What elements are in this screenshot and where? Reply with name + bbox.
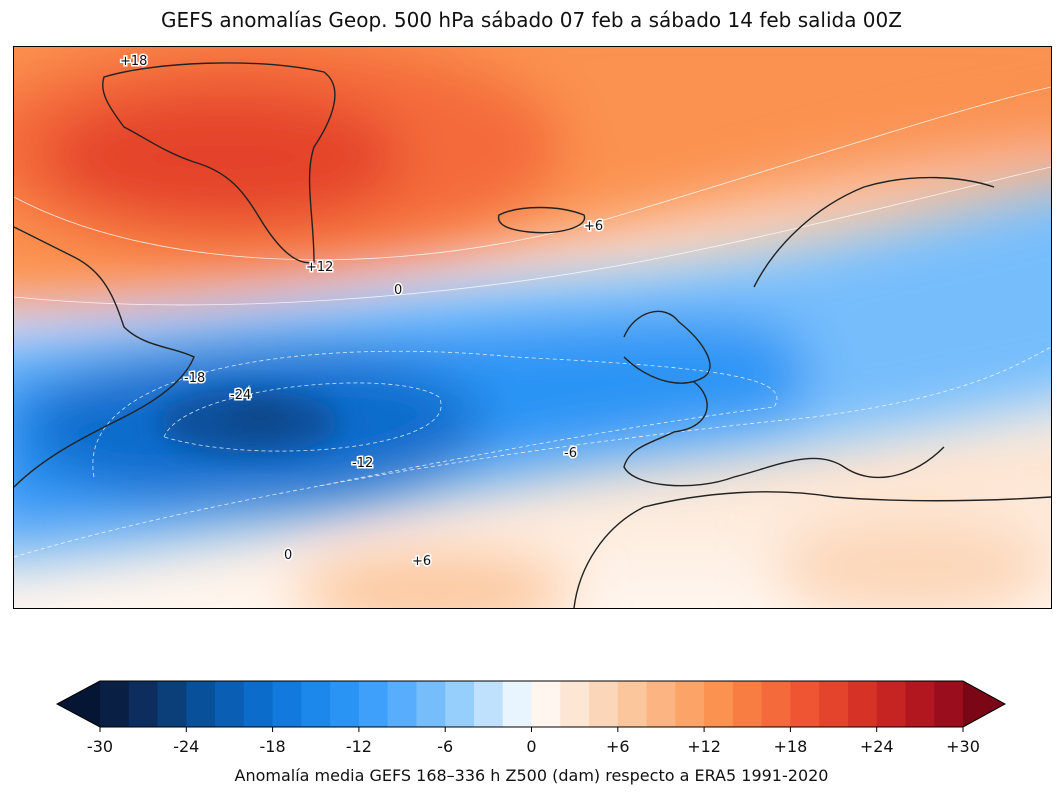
colorbar-bin: [445, 681, 475, 727]
colorbar-over-arrow: [963, 681, 1005, 727]
positive-anomaly-south: [294, 552, 574, 608]
colorbar-bin: [704, 681, 734, 727]
colorbar-bin: [732, 681, 763, 727]
colorbar-bin: [358, 681, 389, 727]
contour-label: -12: [352, 456, 373, 471]
colorbar: -30 -24 -18 -12 -6 0 +6 +12 +18 +24 +30: [55, 680, 1007, 756]
colorbar-bin: [473, 681, 504, 727]
colorbar-bin: [100, 681, 130, 727]
contour-label: -24: [230, 388, 251, 403]
colorbar-bin: [905, 681, 935, 727]
colorbar-bin: [589, 681, 619, 727]
coastlines: [14, 62, 1051, 608]
colorbar-bin: [301, 681, 331, 727]
colorbar-bin: [243, 681, 274, 727]
contour-label: +18: [120, 54, 147, 69]
colorbar-tick-label: -6: [437, 737, 453, 756]
colorbar-bin: [330, 681, 360, 727]
colorbar-bin: [675, 681, 705, 727]
negative-anomaly-center: [229, 407, 289, 427]
colorbar-bin: [416, 681, 446, 727]
colorbar-tick-label: -18: [260, 737, 286, 756]
contour-label: -18: [184, 371, 205, 386]
anomaly-map: +18 +12 +6 0 -18 -24 -12 -6 0 +6: [13, 46, 1052, 609]
greenland-coast: [102, 62, 336, 264]
colorbar-bin: [215, 681, 245, 727]
positive-anomaly-africa: [774, 517, 1051, 608]
chart-title: GEFS anomalías Geop. 500 hPa sábado 07 f…: [161, 8, 902, 32]
colorbar-bin: [157, 681, 187, 727]
colorbar-tick-label: +30: [946, 737, 980, 756]
contour-label: -6: [564, 446, 577, 461]
colorbar-label: Anomalía media GEFS 168–336 h Z500 (dam)…: [234, 766, 829, 785]
colorbar-bin: [186, 681, 216, 727]
colorbar-bin: [847, 681, 878, 727]
colorbar-bin: [272, 681, 302, 727]
colorbar-tick-label: -30: [87, 737, 113, 756]
contour-label: 0: [394, 283, 402, 298]
positive-anomaly-core: [44, 92, 404, 222]
north-america-coast: [14, 226, 195, 488]
iceland-coast: [497, 206, 586, 234]
colorbar-tick-label: +12: [687, 737, 721, 756]
contour-label: 0: [284, 548, 292, 563]
colorbar-under-arrow: [57, 681, 100, 727]
colorbar-bin: [761, 681, 791, 727]
colorbar-bin: [790, 681, 820, 727]
europe-coast: [623, 176, 995, 487]
colorbar-bin: [876, 681, 906, 727]
colorbar-bin: [934, 681, 964, 727]
colorbar-bin: [560, 681, 590, 727]
contour-label: +6: [412, 554, 431, 569]
colorbar-tick-label: +24: [860, 737, 894, 756]
contour-label: +6: [584, 219, 603, 234]
contour-label: +12: [306, 260, 333, 275]
colorbar-tick-label: -12: [346, 737, 372, 756]
colorbar-bin: [531, 681, 561, 727]
colorbar-tick-label: 0: [526, 737, 536, 756]
contour-labels: +18 +12 +6 0 -18 -24 -12 -6 0 +6: [119, 53, 605, 571]
colorbar-bin: [502, 681, 532, 727]
colorbar-bin: [617, 681, 648, 727]
colorbar-bin: [387, 681, 417, 727]
contour-lines: [14, 86, 1051, 558]
africa-coast: [573, 491, 1051, 608]
colorbar-tick-label: +6: [606, 737, 630, 756]
colorbar-bin: [646, 681, 676, 727]
colorbar-tick-label: -24: [173, 737, 199, 756]
colorbar-bin: [819, 681, 849, 727]
colorbar-tick-label: +18: [774, 737, 808, 756]
colorbar-bin: [128, 681, 159, 727]
